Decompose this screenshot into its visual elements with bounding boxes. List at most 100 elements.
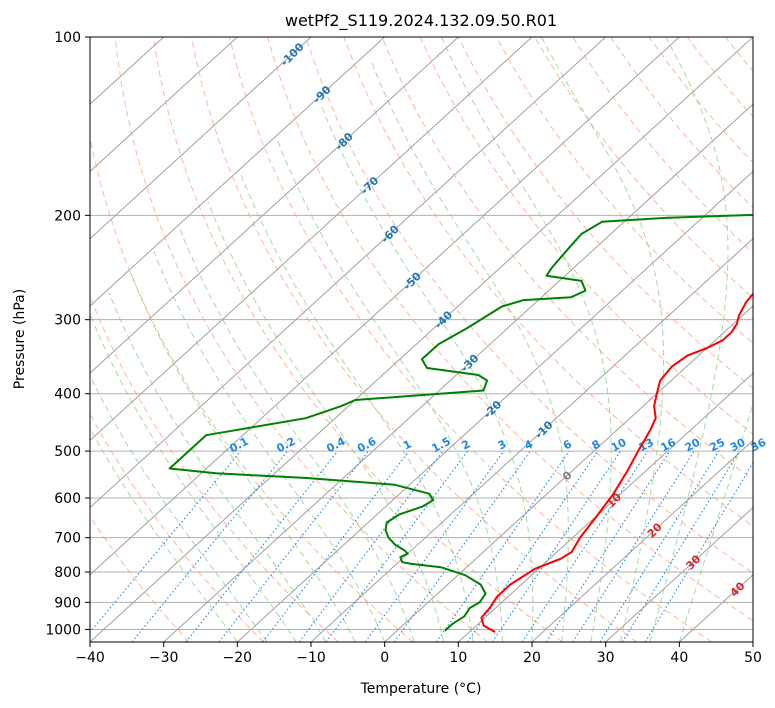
dry-adiabat xyxy=(457,37,753,389)
dry-adiabat xyxy=(229,37,712,642)
isotherm-line xyxy=(90,37,459,374)
mixing-ratio-line xyxy=(491,450,621,642)
isotherm-line xyxy=(90,37,312,240)
isotherm-line xyxy=(90,37,386,307)
dry-adiabat xyxy=(648,37,753,164)
mixing-ratio-line xyxy=(218,450,369,642)
moist-adiabat xyxy=(649,37,729,642)
x-tick-label: 20 xyxy=(523,650,541,666)
isotherm-line xyxy=(90,37,753,642)
dry-adiabat xyxy=(686,37,753,118)
dry-adiabat xyxy=(90,412,264,642)
y-tick-label: 100 xyxy=(54,30,81,46)
dry-adiabat xyxy=(610,37,753,209)
isotherm-line xyxy=(605,506,753,642)
x-tick-label: −40 xyxy=(75,650,105,666)
mixing-ratio-line xyxy=(572,450,695,642)
mixing-ratio-label: 0.6 xyxy=(355,435,379,456)
temperature-profile-line xyxy=(480,292,753,633)
plot-frame xyxy=(89,36,754,643)
dry-adiabat xyxy=(763,37,775,642)
moist-adiabat xyxy=(130,272,356,642)
dry-adiabat xyxy=(419,37,753,435)
y-axis: 100 200 300 400 500 600 700 800 900 1000 xyxy=(45,30,90,638)
y-tick-label: 400 xyxy=(54,387,81,403)
isotherm-line xyxy=(236,170,753,642)
x-tick-label: −10 xyxy=(296,650,326,666)
isotherm-line xyxy=(90,37,238,173)
dry-adiabat xyxy=(495,37,753,344)
mixing-ratio-label: 25 xyxy=(707,436,727,455)
dewpoint-profile-line xyxy=(168,213,753,632)
mixing-ratio-line xyxy=(621,450,740,642)
mixing-ratio-line xyxy=(467,450,599,642)
dry-adiabat xyxy=(724,37,753,72)
isotherm-line xyxy=(531,439,753,642)
dry-adiabat xyxy=(534,37,753,299)
mixing-ratio-line xyxy=(185,450,339,642)
moist-adiabat xyxy=(90,427,238,642)
dry-adiabat xyxy=(267,37,753,622)
mixing-ratio-label: 2 xyxy=(459,437,472,452)
series-layer xyxy=(168,213,753,633)
moist-adiabat xyxy=(370,61,569,642)
isotherm-line xyxy=(90,37,607,509)
mixing-ratio-label: 10 xyxy=(609,436,629,455)
x-tick-label: 30 xyxy=(597,650,615,666)
moist-adiabat xyxy=(90,312,297,642)
x-tick-label: 10 xyxy=(449,650,467,666)
y-tick-label: 900 xyxy=(54,595,81,611)
mixing-ratio-label: 13 xyxy=(636,436,656,455)
x-axis-label: Temperature (°C) xyxy=(360,681,482,697)
mixing-ratio-line xyxy=(393,450,531,642)
y-axis-label: Pressure (hPa) xyxy=(12,289,28,389)
mixing-ratio-label: 6 xyxy=(561,437,574,452)
mixing-ratio-label: 3 xyxy=(496,437,509,452)
mixing-ratio-label: 36 xyxy=(749,436,769,455)
mixing-ratio-line xyxy=(90,450,242,634)
y-tick-label: 300 xyxy=(54,313,81,329)
x-tick-label: 0 xyxy=(380,650,389,666)
moist-adiabat xyxy=(90,374,268,642)
dry-adiabat xyxy=(114,37,488,642)
isotherm-line xyxy=(384,305,753,642)
x-axis: −40 −30 −20 −10 0 10 20 30 40 50 xyxy=(75,642,762,666)
moist-adiabat xyxy=(678,401,753,642)
dry-adiabat xyxy=(190,37,638,642)
background-lines xyxy=(90,37,775,642)
mixing-ratio-label: 0.2 xyxy=(274,435,297,456)
mixing-ratio-line xyxy=(435,450,570,642)
moist-adiabat xyxy=(277,141,503,642)
dry-adiabat xyxy=(381,37,753,481)
chart-title: wetPf2_S119.2024.132.09.50.R01 xyxy=(285,11,557,31)
isotherm-line xyxy=(90,37,533,442)
y-tick-label: 200 xyxy=(54,208,81,224)
y-tick-label: 1000 xyxy=(45,622,81,638)
moist-adiabat xyxy=(540,37,664,642)
isotherm-line xyxy=(457,372,753,642)
y-tick-label: 600 xyxy=(54,491,81,507)
moist-adiabat xyxy=(153,251,386,642)
mixing-ratio-label: 16 xyxy=(658,436,678,455)
isotherm-line xyxy=(752,641,753,642)
y-tick-label: 500 xyxy=(54,444,81,460)
moist-adiabat xyxy=(179,227,415,642)
isotherm-line xyxy=(163,103,753,642)
mixing-ratio-line xyxy=(262,450,410,642)
x-tick-label: −30 xyxy=(149,650,179,666)
mixing-ratio-labels: 0.1 0.2 0.4 0.6 1 1.5 2 3 4 6 8 10 13 16 20 25 30 36 xyxy=(227,435,768,456)
y-tick-label: 800 xyxy=(54,565,81,581)
mixing-ratio-label: 0.1 xyxy=(227,435,250,456)
mixing-ratio-line xyxy=(599,450,720,642)
dry-adiabat xyxy=(343,37,753,527)
mixing-ratio-line xyxy=(364,450,505,642)
x-tick-label: 40 xyxy=(670,650,688,666)
dry-adiabat xyxy=(305,37,753,574)
mixing-ratio-label: 30 xyxy=(728,436,748,455)
mixing-ratio-label: 1 xyxy=(401,437,414,452)
isotherm-line xyxy=(90,37,680,576)
mixing-ratio-line xyxy=(131,450,289,642)
mixing-ratio-line xyxy=(644,461,753,642)
dry-adiabat xyxy=(90,295,339,642)
